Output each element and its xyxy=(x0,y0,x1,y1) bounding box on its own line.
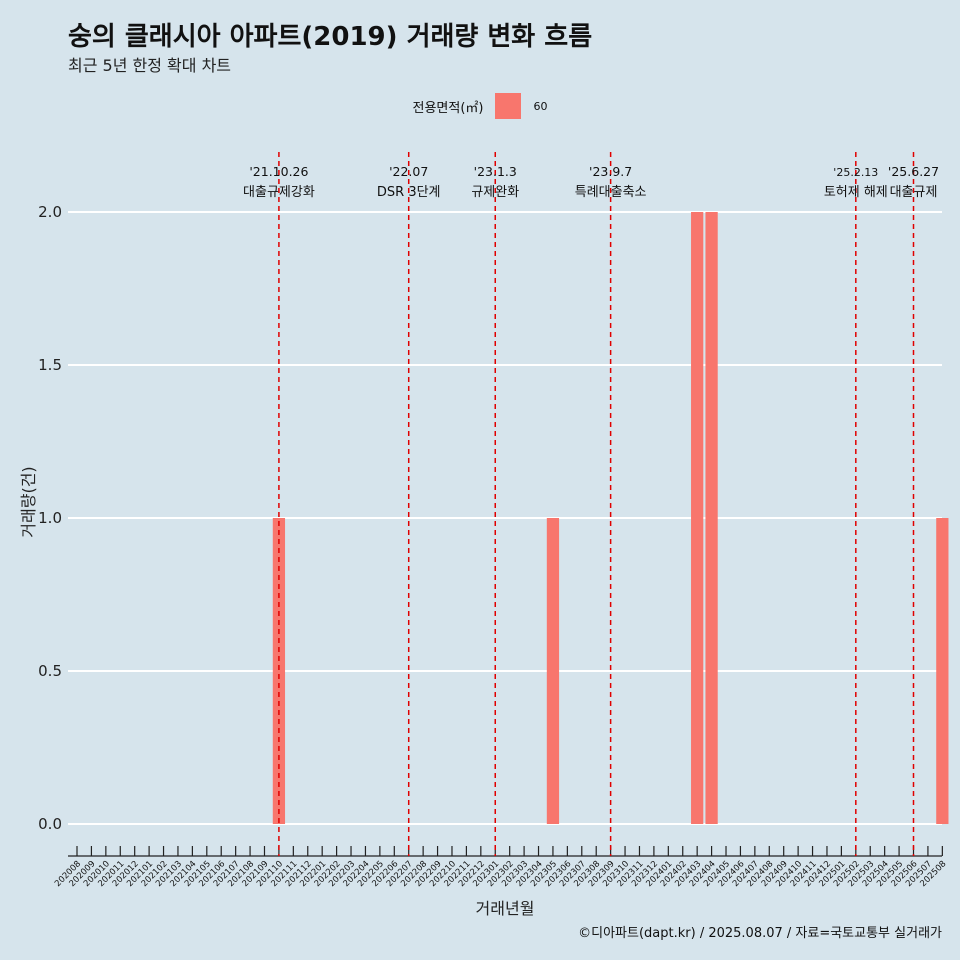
bar xyxy=(705,212,718,824)
bar xyxy=(691,212,704,824)
event-date-label: '25.2.13 xyxy=(833,166,878,179)
chart-title: 숭의 클래시아 아파트(2019) 거래량 변화 흐름 xyxy=(68,22,593,52)
y-tick-label: 2.0 xyxy=(38,203,62,221)
y-axis-label: 거래량(건) xyxy=(19,466,38,537)
y-tick-label: 1.5 xyxy=(38,356,62,374)
event-name-label: DSR 3단계 xyxy=(377,185,441,200)
event-date-label: '21.10.26 xyxy=(249,164,308,179)
event-name-label: 규제완화 xyxy=(471,185,519,200)
legend-label: 60 xyxy=(533,99,548,113)
chart-subtitle: 최근 5년 한정 확대 차트 xyxy=(68,56,232,75)
event-date-label: '22.07 xyxy=(389,164,428,179)
y-tick-label: 0.0 xyxy=(38,815,62,833)
event-name-label: 토허제 해제 xyxy=(824,185,888,200)
event-name-label: 대출규제 xyxy=(890,185,938,200)
x-axis-label: 거래년월 xyxy=(476,899,535,918)
legend-swatch xyxy=(495,93,522,119)
bar xyxy=(546,518,560,824)
bar xyxy=(936,518,949,824)
event-name-label: 대출규제강화 xyxy=(243,185,315,200)
event-date-label: '23.9.7 xyxy=(589,164,632,179)
event-name-label: 특례대출축소 xyxy=(575,185,647,200)
event-date-label: '23.1.3 xyxy=(474,164,517,179)
legend-title: 전용면적(㎡) xyxy=(412,100,484,116)
y-tick-label: 0.5 xyxy=(38,662,62,680)
legend: 전용면적(㎡) 60 xyxy=(0,93,960,119)
bar xyxy=(272,518,286,824)
source-caption: ©디아파트(dapt.kr) / 2025.08.07 / 자료=국토교통부 실… xyxy=(578,926,942,941)
y-tick-label: 1.0 xyxy=(38,509,62,527)
event-date-label: '25.6.27 xyxy=(888,164,939,179)
